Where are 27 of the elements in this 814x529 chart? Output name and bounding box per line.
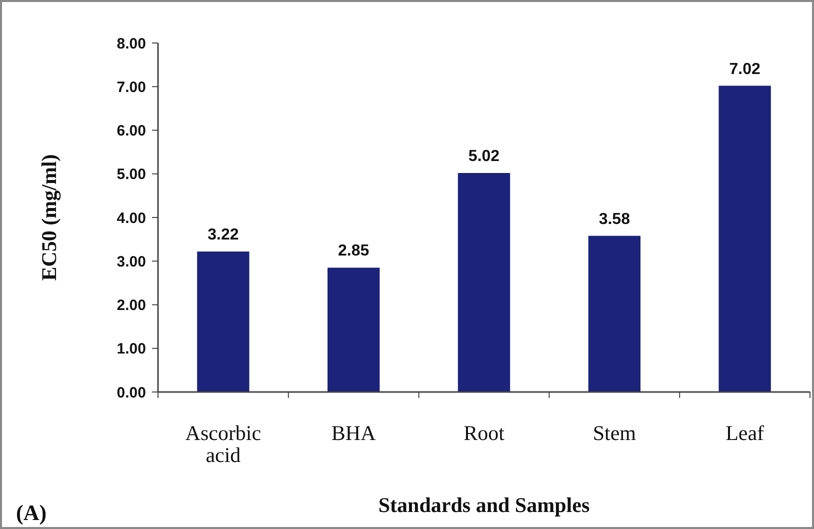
data-label: 2.85 — [338, 242, 370, 260]
x-tick-label: Leaf — [726, 421, 764, 445]
y-tick-label: 4.00 — [116, 210, 146, 227]
data-label: 3.22 — [208, 226, 239, 244]
bar — [718, 86, 771, 392]
bar — [197, 252, 250, 392]
x-axis-title: Standards and Samples — [378, 493, 590, 517]
bar — [458, 173, 510, 392]
x-tick-label: Ascorbic acid — [185, 421, 262, 467]
x-tick-label: BHA — [331, 421, 377, 445]
y-tick-label: 7.00 — [116, 78, 146, 96]
y-tick-label: 3.00 — [116, 253, 146, 270]
bar — [588, 236, 640, 392]
y-axis-title: EC50 (mg/ml) — [37, 154, 61, 281]
y-tick-label: 0.00 — [116, 384, 146, 402]
x-tick-label: Stem — [592, 421, 636, 445]
y-tick-label: 2.00 — [116, 297, 146, 314]
text: (A) — [16, 500, 47, 525]
y-tick-label: 6.00 — [116, 122, 146, 140]
bar — [328, 268, 380, 392]
y-tick-label: 5.00 — [116, 166, 146, 184]
data-label: 3.58 — [598, 210, 630, 228]
y-tick-label: 1.00 — [116, 340, 146, 358]
data-label: 7.02 — [729, 60, 760, 78]
data-label: 5.02 — [468, 148, 500, 166]
y-tick-label: 8.00 — [116, 35, 146, 52]
x-tick-label: Root — [464, 421, 505, 445]
